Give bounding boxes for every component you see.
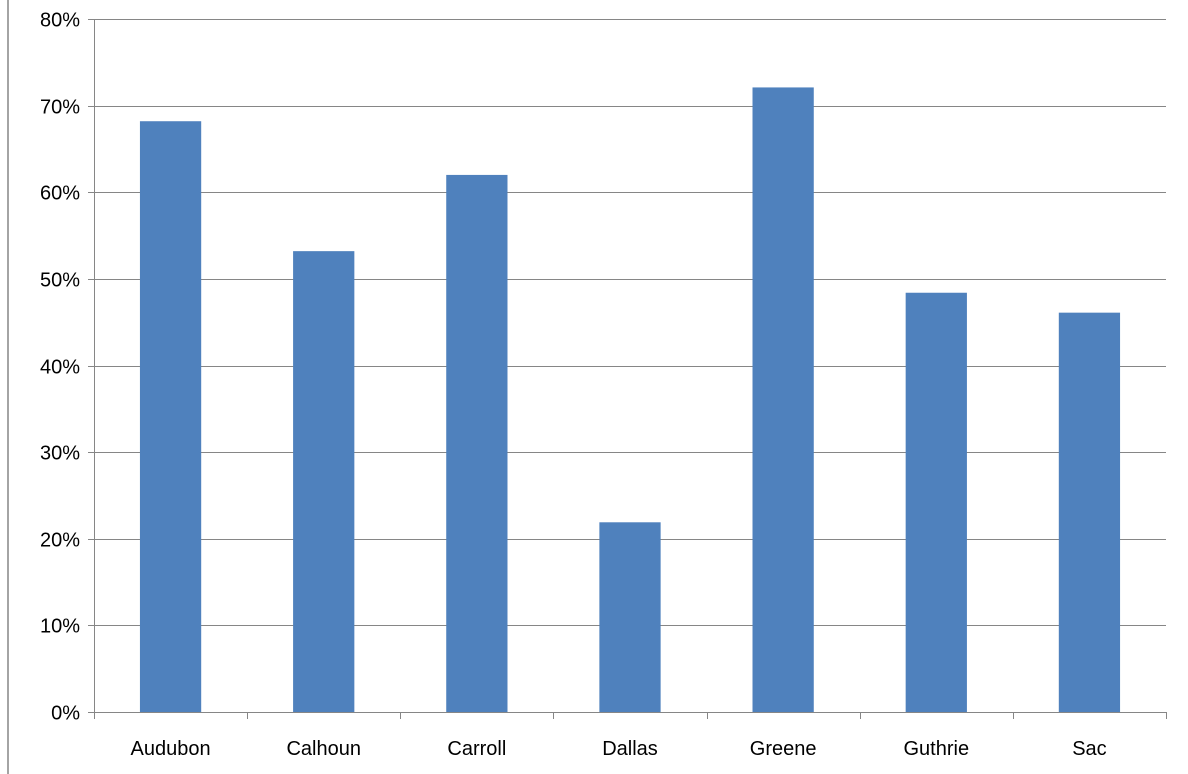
x-tick-label: Greene bbox=[750, 738, 817, 760]
bar-audubon bbox=[139, 121, 202, 713]
bar-sac bbox=[1058, 312, 1121, 712]
y-tick-label: 10% bbox=[40, 616, 80, 638]
y-axis-tick-labels: 0% 10% 20% 30% 40% 50% 60% 70% 80% bbox=[40, 10, 80, 725]
bars bbox=[139, 87, 1121, 713]
x-tick-label: Sac bbox=[1072, 738, 1106, 760]
x-tick-label: Audubon bbox=[131, 738, 211, 760]
x-tick-label: Dallas bbox=[602, 738, 658, 760]
y-tick-label: 0% bbox=[51, 703, 80, 725]
x-axis-tick-labels: Audubon Calhoun Carroll Dallas Greene Guthrie… bbox=[131, 738, 1107, 760]
y-tick-label: 20% bbox=[40, 530, 80, 552]
y-tick-label: 60% bbox=[40, 183, 80, 205]
x-tick-label: Guthrie bbox=[903, 738, 969, 760]
y-tick-label: 40% bbox=[40, 357, 80, 379]
y-tick-label: 50% bbox=[40, 270, 80, 292]
y-tick-label: 70% bbox=[40, 97, 80, 119]
x-tick-label: Carroll bbox=[447, 738, 506, 760]
bar-calhoun bbox=[293, 251, 355, 712]
bar-greene bbox=[752, 87, 814, 713]
gridlines bbox=[94, 19, 1166, 626]
y-tick-label: 30% bbox=[40, 443, 80, 465]
y-tick-label: 80% bbox=[40, 10, 80, 32]
bar-carroll bbox=[446, 174, 508, 713]
bar-guthrie bbox=[905, 292, 967, 712]
axes bbox=[88, 19, 1167, 719]
bar-dallas bbox=[599, 522, 661, 712]
x-tick-label: Calhoun bbox=[286, 738, 361, 760]
